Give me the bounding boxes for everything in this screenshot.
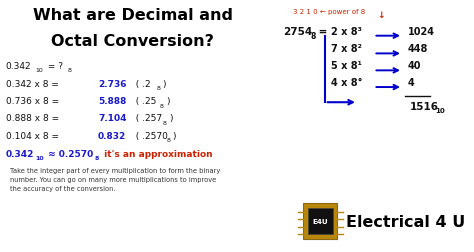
Text: ( .25: ( .25	[130, 97, 157, 106]
Text: 1024: 1024	[408, 26, 435, 37]
Text: 7 x 8²: 7 x 8²	[331, 44, 362, 54]
Text: 1516: 1516	[410, 102, 439, 112]
Text: ( .2570: ( .2570	[130, 131, 168, 140]
Text: ( .257: ( .257	[130, 114, 163, 123]
Text: 8: 8	[156, 86, 160, 91]
Text: 0.736 x 8 =: 0.736 x 8 =	[6, 97, 62, 106]
Text: 10: 10	[35, 68, 43, 73]
Text: 4 x 8°: 4 x 8°	[331, 78, 362, 88]
Text: 4: 4	[408, 78, 414, 88]
Text: Octal Conversion?: Octal Conversion?	[51, 34, 214, 49]
Text: Take the integer part of every multiplication to form the binary
number. You can: Take the integer part of every multiplic…	[10, 168, 221, 192]
Text: 5 x 8¹: 5 x 8¹	[331, 61, 362, 71]
Text: 10: 10	[435, 107, 445, 113]
Text: ): )	[163, 79, 166, 88]
FancyBboxPatch shape	[303, 203, 337, 239]
Text: ↓: ↓	[377, 11, 384, 20]
Text: What are Decimal and: What are Decimal and	[33, 8, 233, 22]
Text: E4U: E4U	[313, 218, 328, 224]
Text: 8: 8	[68, 68, 72, 73]
Text: 8: 8	[163, 120, 167, 125]
Text: 448: 448	[408, 44, 428, 54]
Text: ): )	[166, 97, 169, 106]
Text: it's an approximation: it's an approximation	[101, 149, 213, 158]
Text: 0.342: 0.342	[6, 149, 34, 158]
Text: 2754: 2754	[283, 26, 313, 37]
Text: ): )	[169, 114, 173, 123]
Text: 0.342 x 8 =: 0.342 x 8 =	[6, 79, 62, 88]
Text: 0.342: 0.342	[6, 62, 31, 71]
Text: ( .2: ( .2	[130, 79, 151, 88]
Text: 8: 8	[94, 155, 99, 161]
Text: 8: 8	[166, 137, 170, 142]
Text: Electrical 4 U: Electrical 4 U	[346, 214, 465, 229]
Text: 8: 8	[160, 103, 164, 108]
Text: 2.736: 2.736	[98, 79, 127, 88]
Text: =: =	[315, 26, 328, 37]
Text: 40: 40	[408, 61, 421, 71]
Text: ): )	[173, 131, 176, 140]
Text: 0.832: 0.832	[98, 131, 127, 140]
Text: 10: 10	[35, 155, 44, 161]
Text: = ?: = ?	[45, 62, 63, 71]
Text: ≈ 0.2570: ≈ 0.2570	[45, 149, 93, 158]
FancyBboxPatch shape	[308, 208, 333, 234]
Text: 2 x 8³: 2 x 8³	[331, 26, 362, 37]
Text: 7.104: 7.104	[98, 114, 127, 123]
Text: 8: 8	[310, 32, 316, 41]
Text: 5.888: 5.888	[98, 97, 127, 106]
Text: 0.104 x 8 =: 0.104 x 8 =	[6, 131, 62, 140]
Text: 0.888 x 8 =: 0.888 x 8 =	[6, 114, 62, 123]
Text: 3 2 1 0 ← power of 8: 3 2 1 0 ← power of 8	[293, 9, 365, 15]
